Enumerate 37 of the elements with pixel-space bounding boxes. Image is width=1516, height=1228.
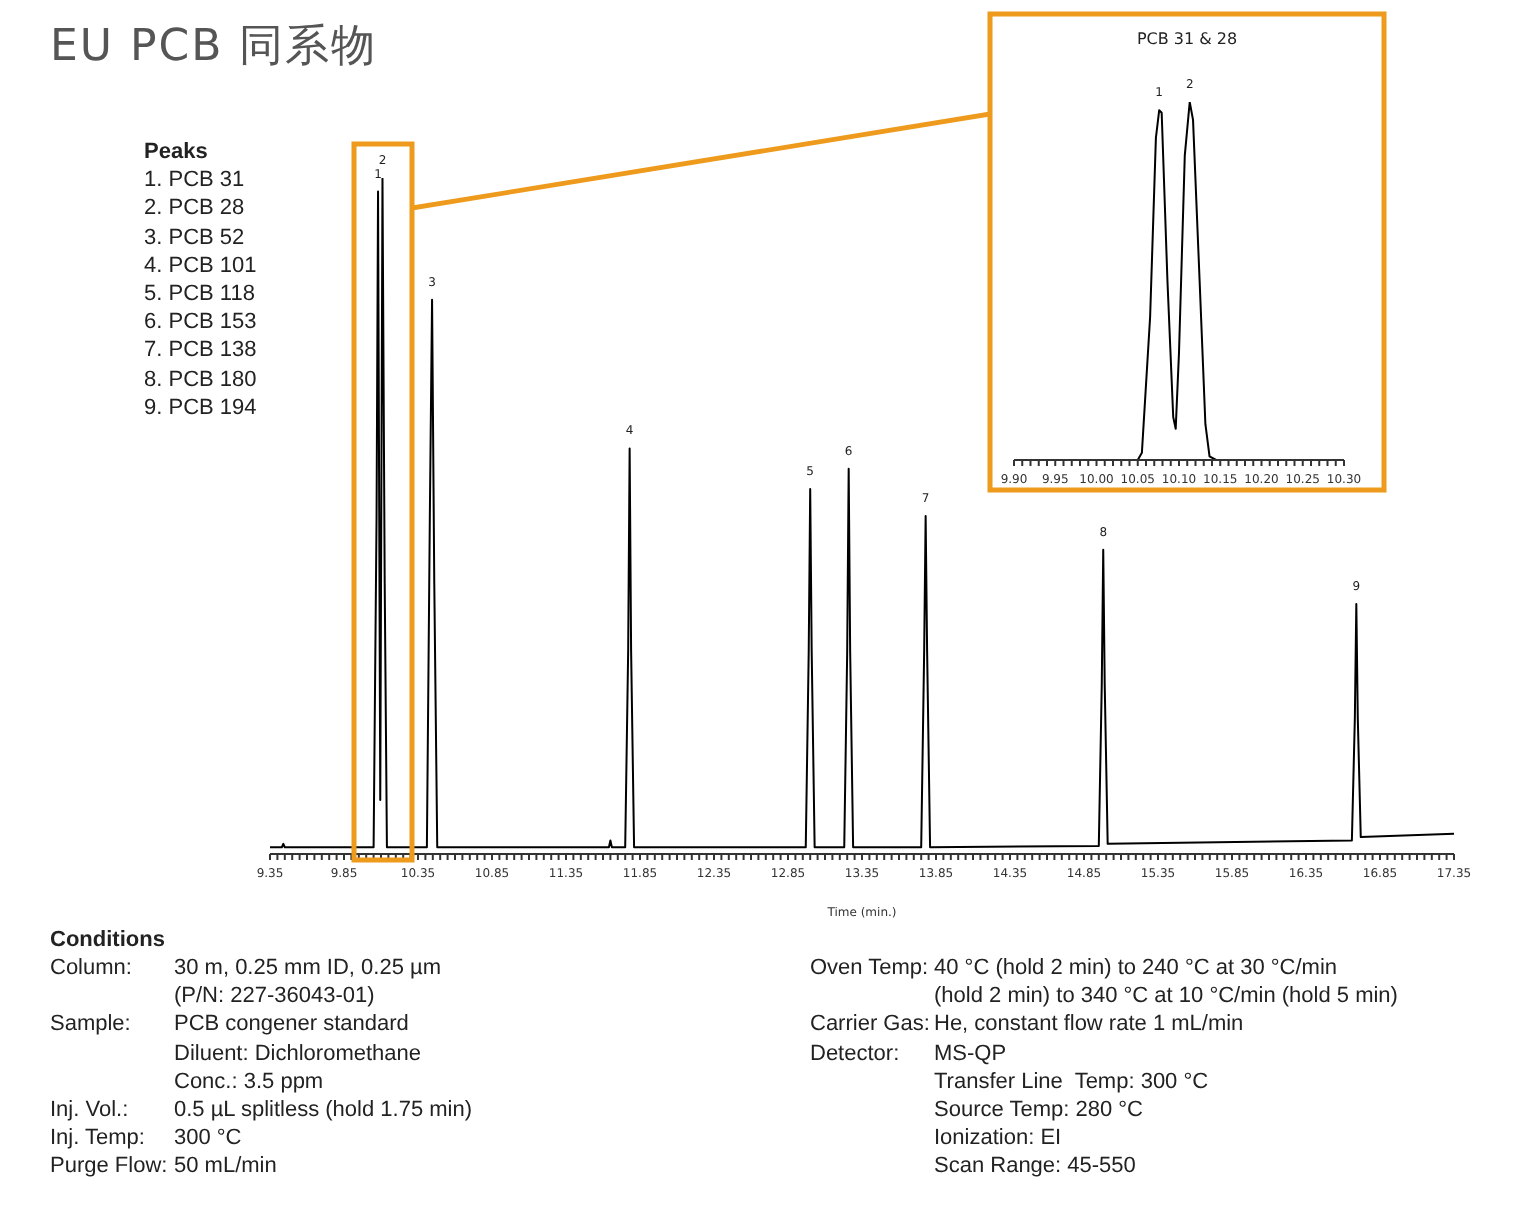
text: He, constant flow rate 1 mL/min: [934, 1012, 1244, 1037]
text: Oven Temp:: [810, 956, 929, 980]
text: PCB congener standard: [174, 1012, 409, 1037]
text: 2. PCB 28: [144, 196, 245, 221]
text: (hold 2 min) to 340 °C at 10 °C/min (hold 5 min): [934, 984, 1398, 1009]
text: Scan Range: 45-550: [934, 1154, 1136, 1179]
text: Ionization: EI: [934, 1126, 1062, 1151]
text: 30 m, 0.25 mm ID, 0.25 µm: [174, 956, 441, 980]
text: 3. PCB 52: [144, 225, 245, 250]
text: Sample:: [50, 1012, 131, 1037]
source-note: Source Temp: 280 °C: [934, 1098, 1143, 1122]
chart-title: EU PCB 同系物: [50, 20, 378, 76]
text: Peaks: [144, 140, 208, 164]
text: 40 °C (hold 2 min) to 240 °C at 30 °C/min: [934, 956, 1338, 980]
text: Detector:: [810, 1041, 900, 1066]
text: 9. PCB 194: [144, 395, 257, 420]
chart-title: PCB 31 & 28: [1134, 30, 1240, 48]
text: 300 °C: [174, 1126, 242, 1151]
text: 6. PCB 153: [144, 310, 257, 335]
text: 8. PCB 180: [144, 367, 257, 392]
text: 1. PCB 31: [144, 168, 245, 193]
text: Carrier Gas:: [810, 1012, 930, 1037]
text: Inj. Temp:: [50, 1126, 145, 1151]
text: 4. PCB 101: [144, 253, 257, 278]
text: (P/N: 227-36043-01): [174, 984, 375, 1009]
text: Transfer Line Temp: 300 °C: [934, 1069, 1209, 1094]
text: 7. PCB 138: [144, 338, 257, 363]
text: Purge Flow:: [50, 1154, 168, 1179]
text: Inj. Vol.:: [50, 1098, 129, 1122]
text: Conditions: [50, 928, 165, 952]
text: 5. PCB 118: [144, 282, 255, 306]
text: 50 mL/min: [174, 1154, 277, 1179]
text: Column:: [50, 956, 132, 980]
text: 0.5 µL splitless (hold 1.75 min): [174, 1098, 472, 1122]
text: Conc.: 3.5 ppm: [174, 1069, 324, 1094]
text: Diluent: Dichloromethane: [174, 1041, 422, 1066]
text: MS-QP: [934, 1041, 1007, 1066]
